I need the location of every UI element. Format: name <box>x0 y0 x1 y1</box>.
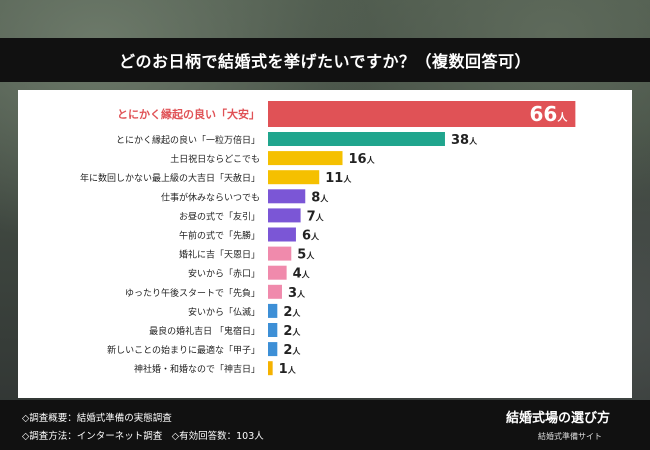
bar <box>268 361 273 376</box>
bar <box>268 323 278 337</box>
bar <box>268 101 576 127</box>
value-label: 66人 <box>530 102 569 126</box>
footer: ◇調査概要：結婚式準備の実態調査 ◇調査方法：インターネット調査 ◇有効回答数：… <box>0 400 650 450</box>
bar <box>268 342 278 357</box>
category-label: 仕事が休みならいつでも <box>161 191 260 203</box>
value-label: 4人 <box>293 267 311 282</box>
value-label: 8人 <box>311 190 329 205</box>
value-label: 7人 <box>307 209 325 224</box>
category-label: 新しいことの始まりに最適な「甲子」 <box>107 344 260 356</box>
chart-panel: とにかく縁起の良い「大安」 66人とにかく縁起の良い「一粒万倍日」 38人土日祝日な… <box>18 90 632 398</box>
chart-title: どのお日柄で結婚式を挙げたいですか？（複数回答可） <box>118 52 532 71</box>
bar <box>268 284 282 299</box>
bar <box>268 208 301 223</box>
bar <box>268 246 292 261</box>
category-label: 土日祝日ならどこでも <box>170 153 260 165</box>
chart-title-bar: どのお日柄で結婚式を挙げたいですか？（複数回答可） <box>0 38 650 82</box>
survey-method: ◇調査方法：インターネット調査 ◇有効回答数：103人 <box>22 431 264 442</box>
category-label: 婚礼に吉「天恩日」 <box>179 249 260 261</box>
bar <box>268 132 445 146</box>
category-label: とにかく縁起の良い「大安」 <box>117 107 260 121</box>
category-label: 午前の式で「先勝」 <box>179 230 260 242</box>
category-label: 年に数回しかない最上級の大吉日「天赦日」 <box>80 172 260 184</box>
value-label: 6人 <box>302 229 320 244</box>
value-label: 11人 <box>325 171 352 186</box>
category-label: お昼の式で「友引」 <box>179 210 260 222</box>
brand-subtitle: 結婚式準備サイト <box>538 432 602 441</box>
bar <box>268 151 343 166</box>
value-label: 3人 <box>288 286 306 301</box>
bar <box>268 227 296 242</box>
bar <box>268 303 278 318</box>
category-label: 最良の婚礼吉日 「鬼宿日」 <box>149 325 260 337</box>
value-label: 2人 <box>283 324 301 339</box>
bar <box>268 265 287 280</box>
category-label: 神社婚・和婚なので「神吉日」 <box>134 363 260 375</box>
value-label: 1人 <box>279 362 297 377</box>
value-label: 2人 <box>283 343 301 358</box>
survey-overview: ◇調査概要：結婚式準備の実態調査 <box>22 413 172 424</box>
bar <box>268 189 306 204</box>
value-label: 38人 <box>451 133 478 148</box>
category-label: 安いから「仏滅」 <box>188 306 260 318</box>
value-label: 16人 <box>349 152 376 167</box>
category-label: とにかく縁起の良い「一粒万倍日」 <box>116 134 260 146</box>
category-label: ゆったり午後スタートで「先負」 <box>125 287 260 299</box>
brand-name: 結婚式場の選び方 <box>505 411 610 426</box>
value-label: 5人 <box>297 248 315 263</box>
bar <box>268 170 320 185</box>
category-label: 安いから「赤口」 <box>188 268 260 280</box>
value-label: 2人 <box>283 305 301 320</box>
